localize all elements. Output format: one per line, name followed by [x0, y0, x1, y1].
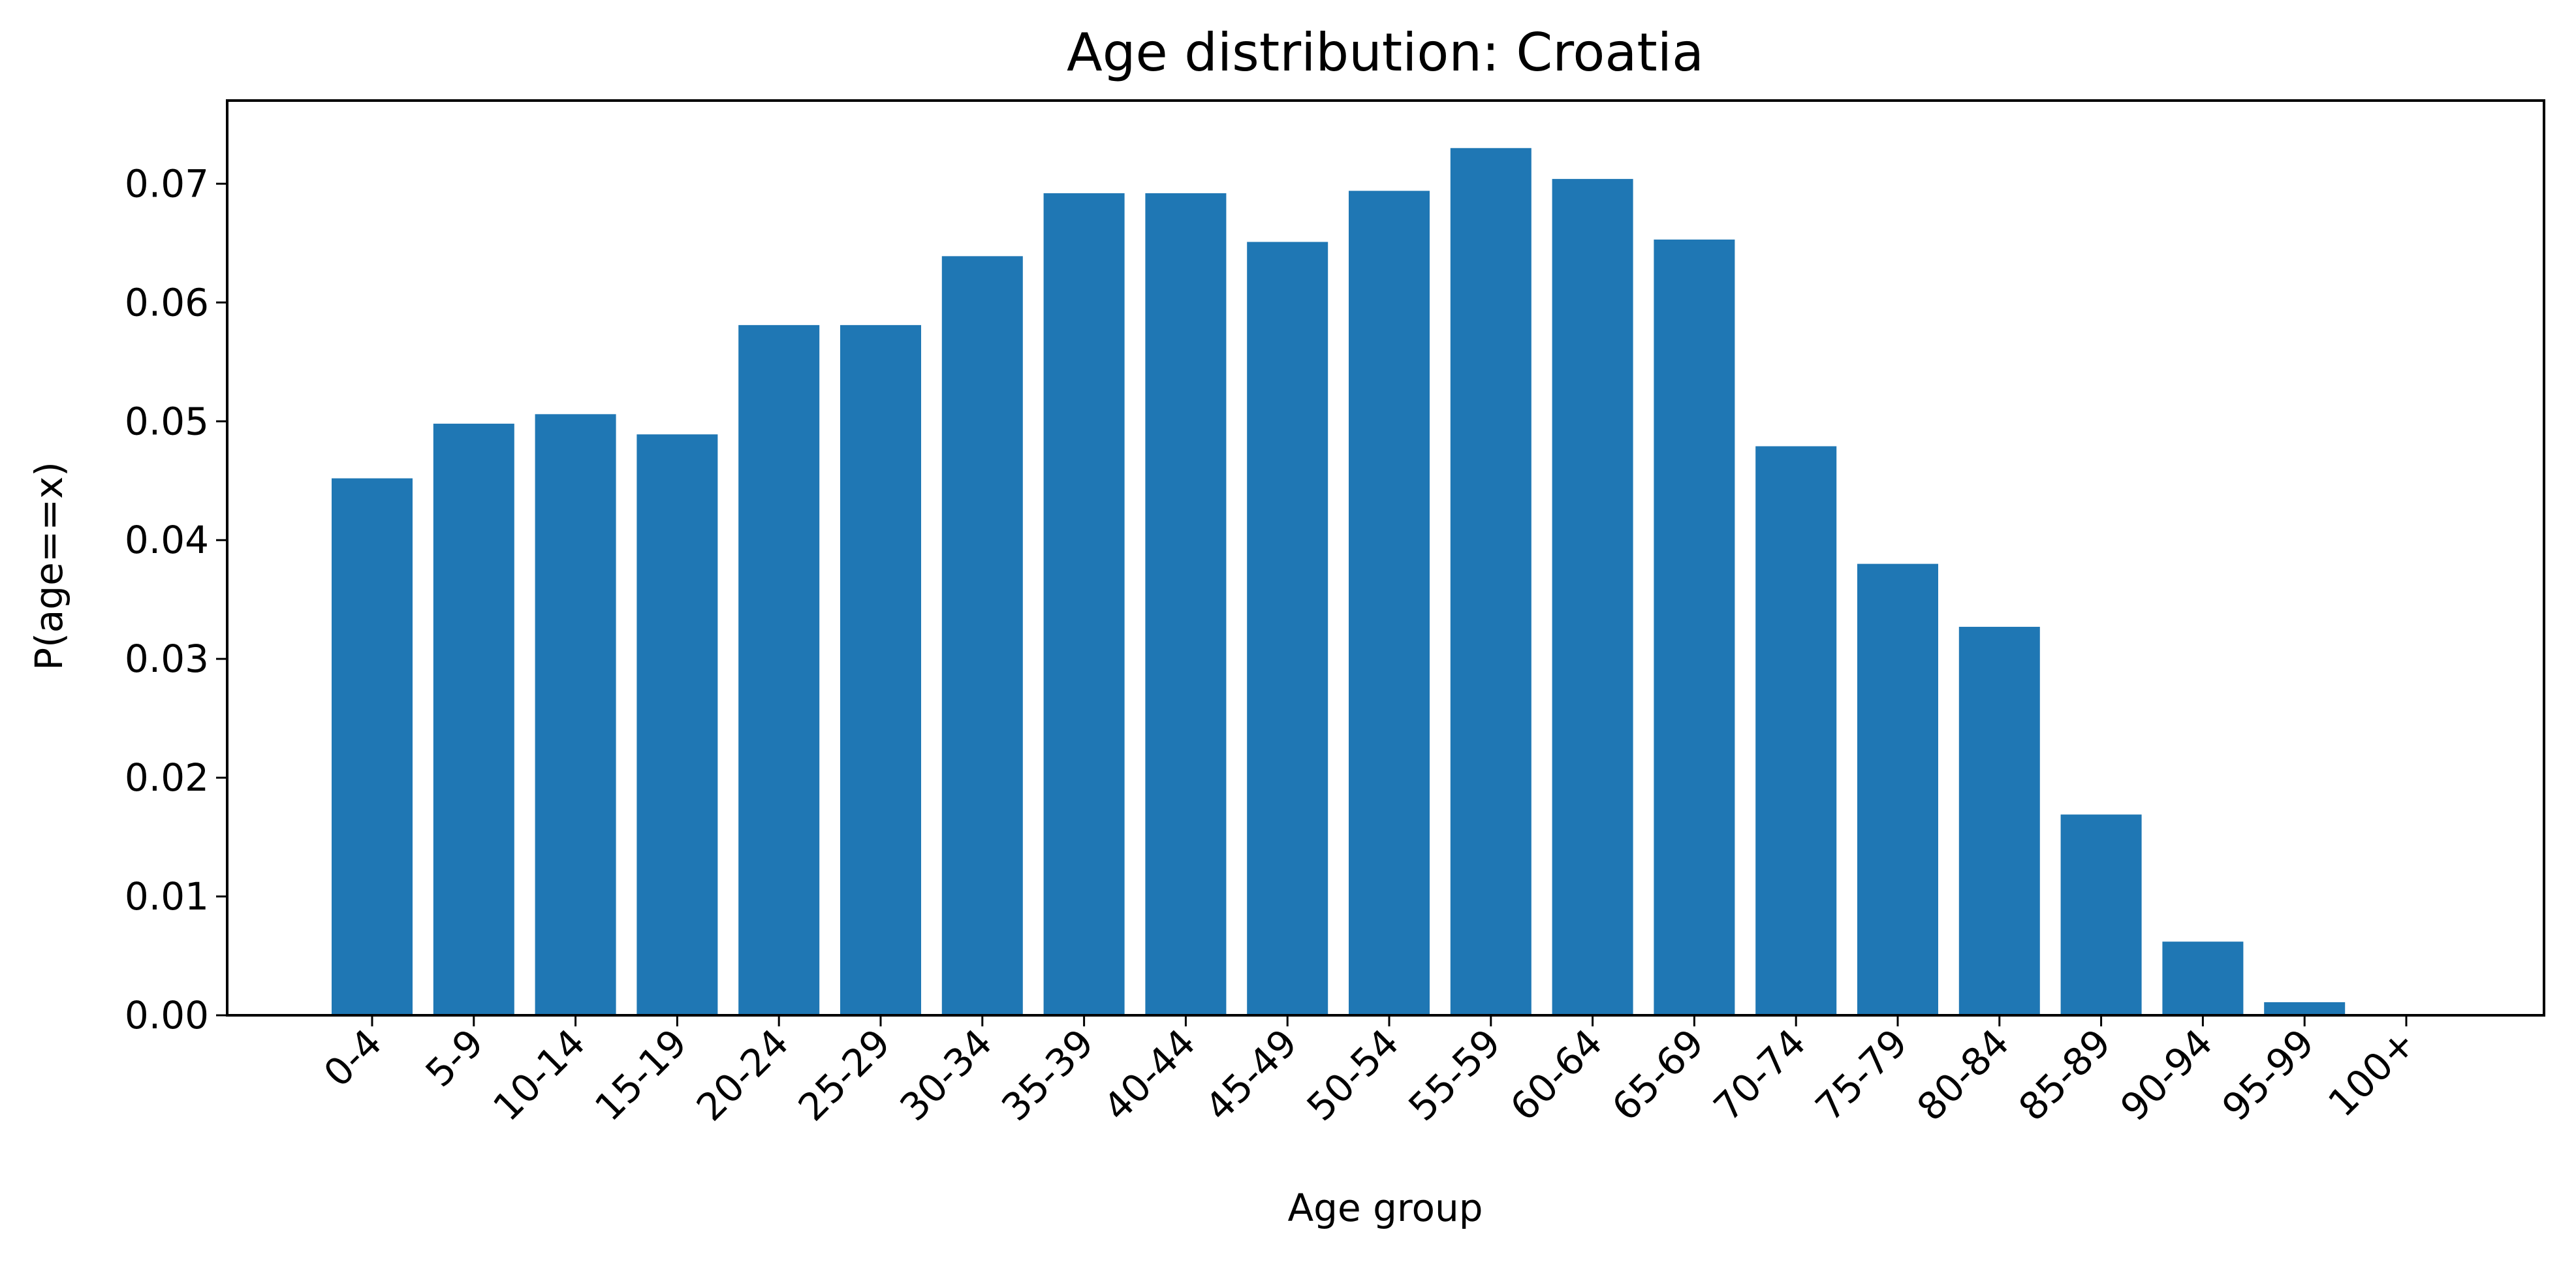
x-tick-label: 70-74 [1705, 1021, 1814, 1130]
bar-90-94 [2162, 942, 2244, 1015]
bar-20-24 [738, 324, 820, 1015]
x-axis-label: Age group [1287, 1186, 1483, 1230]
x-tick-label: 95-99 [2214, 1021, 2323, 1130]
bar-55-59 [1450, 148, 1531, 1016]
x-tick-label: 10-14 [484, 1021, 593, 1130]
x-tick-label: 30-34 [891, 1021, 1000, 1130]
y-tick-label: 0.02 [125, 755, 209, 800]
y-axis-ticks: 0.00 0.01 0.02 0.03 0.04 0.05 0.06 0.07 [125, 161, 227, 1037]
x-tick-label: 15-19 [586, 1021, 695, 1130]
bars-group [332, 148, 2346, 1016]
x-tick-label: 0-4 [315, 1021, 390, 1096]
bar-35-39 [1043, 193, 1125, 1016]
bar-75-79 [1857, 563, 1938, 1015]
x-tick-label: 50-54 [1298, 1021, 1407, 1130]
bar-40-44 [1145, 193, 1227, 1016]
bar-70-74 [1755, 446, 1837, 1015]
bar-0-4 [332, 478, 413, 1015]
bar-60-64 [1552, 179, 1633, 1016]
y-axis-label: P(age==x) [27, 462, 71, 671]
plot-frame [226, 99, 2545, 1017]
y-tick-label: 0.03 [125, 637, 209, 681]
bar-45-49 [1247, 242, 1328, 1015]
x-tick-label: 100+ [2319, 1021, 2425, 1126]
x-tick-label: 25-29 [790, 1021, 899, 1130]
x-tick-label: 20-24 [688, 1021, 797, 1130]
bar-10-14 [535, 414, 616, 1015]
bar-80-84 [1958, 627, 2040, 1015]
bar-65-69 [1654, 239, 1735, 1016]
x-tick-label: 45-49 [1197, 1021, 1306, 1130]
x-tick-label: 85-89 [2010, 1021, 2119, 1130]
bar-15-19 [636, 434, 718, 1015]
x-tick-label: 75-79 [1807, 1021, 1916, 1130]
x-tick-label: 35-39 [993, 1021, 1102, 1130]
y-tick-label: 0.00 [125, 993, 209, 1037]
bar-85-89 [2060, 814, 2142, 1015]
x-tick-label: 40-44 [1095, 1021, 1204, 1130]
y-tick-label: 0.01 [125, 874, 209, 919]
x-tick-label: 80-84 [1908, 1021, 2017, 1130]
x-tick-label: 5-9 [417, 1021, 492, 1096]
x-tick-label: 90-94 [2112, 1021, 2221, 1130]
x-axis-ticks: 0-4 5-910-1415-1920-2425-2930-3435-3940-4… [315, 1015, 2425, 1130]
bar-30-34 [941, 256, 1023, 1016]
bar-25-29 [840, 324, 921, 1015]
bar-95-99 [2264, 1002, 2346, 1015]
x-tick-label: 65-69 [1603, 1021, 1712, 1130]
y-tick-label: 0.07 [125, 161, 209, 206]
bar-5-9 [433, 423, 514, 1015]
y-tick-label: 0.04 [125, 518, 209, 562]
x-tick-label: 55-59 [1400, 1021, 1509, 1130]
x-tick-label: 60-64 [1501, 1021, 1610, 1130]
y-tick-label: 0.06 [125, 280, 209, 324]
chart-title: Age distribution: Croatia [1067, 22, 1704, 83]
bar-50-54 [1349, 191, 1430, 1015]
y-tick-label: 0.05 [125, 399, 209, 443]
